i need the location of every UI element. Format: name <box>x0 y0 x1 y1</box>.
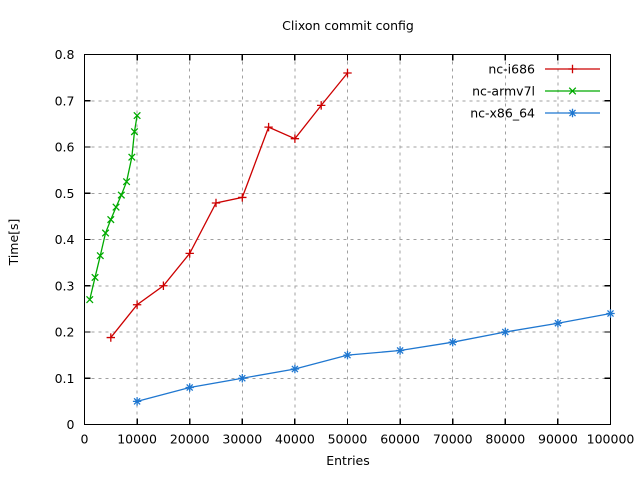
data-point-marker <box>96 251 105 260</box>
legend-item-marker <box>568 108 577 118</box>
data-series <box>106 68 352 342</box>
y-tick-label: 0.1 <box>55 371 75 386</box>
data-point-marker <box>185 249 194 258</box>
data-series <box>86 111 141 304</box>
x-axis-title: Entries <box>326 453 370 468</box>
data-point-marker <box>264 122 273 132</box>
data-point-marker <box>107 215 115 224</box>
series-line <box>136 312 611 403</box>
x-tick-label: 40000 <box>275 432 315 447</box>
legend-item-label: nc-x86_64 <box>470 106 535 121</box>
data-point-marker <box>133 111 141 120</box>
y-tick-label: 0.3 <box>55 278 75 293</box>
y-tick-label: 0.8 <box>55 47 75 62</box>
legend-item-label: nc-armv7l <box>472 84 535 99</box>
data-point-marker <box>117 191 126 199</box>
data-point-marker <box>553 319 563 328</box>
data-point-marker <box>112 203 120 211</box>
data-point-marker <box>101 229 110 237</box>
legend-item-label: nc-i686 <box>488 62 535 77</box>
series-line <box>110 72 349 338</box>
data-point-marker <box>501 327 510 337</box>
data-point-marker <box>159 281 168 290</box>
legend-item-marker <box>568 87 577 95</box>
data-point-marker <box>106 333 115 342</box>
data-point-marker <box>343 350 352 360</box>
x-tick-label: 0 <box>81 432 89 447</box>
data-point-marker <box>238 193 247 202</box>
data-series <box>132 309 615 406</box>
x-tick-label: 70000 <box>433 432 473 447</box>
x-tick-label: 100000 <box>587 432 635 447</box>
data-point-marker <box>185 383 194 392</box>
y-tick-label: 0.4 <box>55 232 75 247</box>
x-tick-labels: 0 10000 20000 30000 40000 50000 60000 70000 8000… <box>81 432 635 447</box>
data-point-marker <box>122 177 131 186</box>
data-point-marker <box>290 134 300 143</box>
y-tick-label: 0 <box>67 417 75 432</box>
data-point-marker <box>290 364 300 374</box>
chart-legend: nc-i686 nc-armv7l nc-x86_64 <box>470 62 600 121</box>
data-point-marker <box>211 198 221 208</box>
x-tick-label: 10000 <box>117 432 157 447</box>
data-series-group <box>86 68 615 406</box>
grid-lines <box>84 54 611 425</box>
data-point-marker <box>448 337 457 347</box>
y-tick-labels: 0 0.1 0.2 0.3 0.4 0.5 0.6 0.7 0.8 <box>55 47 75 432</box>
x-tick-label: 20000 <box>170 432 210 447</box>
y-tick-label: 0.7 <box>55 93 75 108</box>
x-tick-label: 80000 <box>485 432 525 447</box>
x-tick-label: 90000 <box>538 432 578 447</box>
data-point-marker <box>606 309 615 318</box>
axis-frame <box>83 53 612 426</box>
y-axis-title: Time[s] <box>6 219 21 267</box>
data-point-marker <box>128 153 136 161</box>
y-tick-label: 0.2 <box>55 325 75 340</box>
x-tick-label: 50000 <box>328 432 368 447</box>
chart-title: Clixon commit config <box>282 18 414 33</box>
x-tick-label: 30000 <box>222 432 262 447</box>
data-point-marker <box>317 101 326 110</box>
data-point-marker <box>132 397 142 406</box>
data-point-marker <box>343 68 352 78</box>
x-tick-label: 60000 <box>380 432 420 447</box>
data-point-marker <box>238 374 247 383</box>
legend-item-marker <box>568 64 577 74</box>
data-point-marker <box>395 346 405 355</box>
data-point-marker <box>91 273 99 282</box>
y-tick-label: 0.5 <box>55 186 75 201</box>
y-tick-label: 0.6 <box>55 140 75 155</box>
data-point-marker <box>86 295 94 304</box>
data-point-marker <box>130 128 139 136</box>
data-point-marker <box>132 300 142 309</box>
